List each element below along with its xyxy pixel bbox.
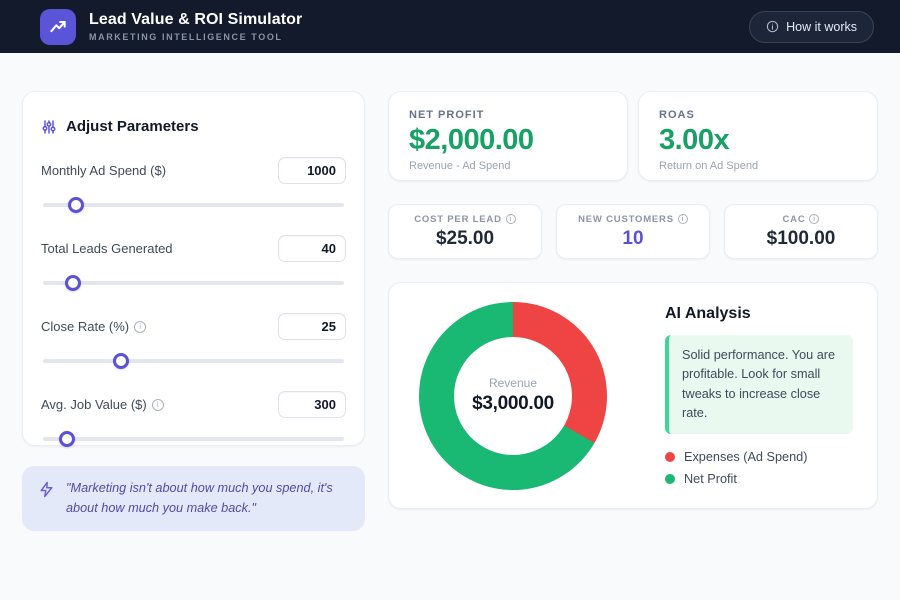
- donut-center-value: $3,000.00: [472, 393, 554, 414]
- avg-job-value-slider[interactable]: [43, 431, 344, 447]
- chart-legend: Expenses (Ad Spend) Net Profit: [665, 450, 853, 486]
- info-icon: [766, 20, 779, 33]
- roas-sub: Return on Ad Spend: [659, 160, 759, 172]
- slider-track[interactable]: [43, 359, 344, 363]
- sliders-icon: [42, 119, 56, 134]
- mini-metrics-row: COST PER LEAD i $25.00 NEW CUSTOMERS i 1…: [388, 204, 878, 259]
- param-label: Close Rate (%): [41, 319, 130, 334]
- net-profit-card: NET PROFIT $2,000.00 Revenue - Ad Spend: [388, 91, 628, 181]
- revenue-chart-card: Revenue $3,000.00 AI Analysis Solid perf…: [388, 282, 878, 509]
- monthly-ad-spend-slider[interactable]: [43, 197, 344, 213]
- net-profit-sub: Revenue - Ad Spend: [409, 160, 511, 172]
- slider-track[interactable]: [43, 437, 344, 441]
- close-rate-input[interactable]: [278, 313, 346, 340]
- right-column: NET PROFIT $2,000.00 Revenue - Ad Spend …: [388, 91, 878, 531]
- ai-analysis-title: AI Analysis: [665, 305, 751, 323]
- close-rate-slider[interactable]: [43, 353, 344, 369]
- info-icon: i: [134, 320, 147, 333]
- app-subtitle: MARKETING INTELLIGENCE TOOL: [89, 32, 283, 42]
- net-profit-legend-label: Net Profit: [684, 471, 737, 486]
- param-label: Avg. Job Value ($): [41, 397, 147, 412]
- new-customers-label: NEW CUSTOMERS: [578, 213, 674, 225]
- expenses-dot: [665, 451, 675, 462]
- donut-center-label: Revenue: [488, 376, 538, 390]
- param-total-leads: Total Leads Generated: [41, 235, 346, 291]
- legend-item-net-profit: Net Profit: [665, 472, 853, 486]
- kpi-row: NET PROFIT $2,000.00 Revenue - Ad Spend …: [388, 91, 878, 181]
- avg-job-value-input[interactable]: [278, 391, 346, 418]
- info-icon: i: [809, 214, 820, 224]
- expenses-label: Expenses (Ad Spend): [684, 449, 808, 464]
- legend-item-expenses: Expenses (Ad Spend): [665, 450, 853, 464]
- param-label: Monthly Ad Spend ($): [41, 163, 167, 178]
- cac-label: CAC: [782, 213, 806, 225]
- app-logo: [40, 8, 76, 45]
- roas-value: 3.00x: [659, 124, 730, 156]
- param-monthly-ad-spend: Monthly Ad Spend ($): [41, 157, 346, 213]
- donut-chart-wrap: Revenue $3,000.00: [419, 301, 607, 490]
- brand-block: Lead Value & ROI Simulator MARKETING INT…: [89, 11, 749, 42]
- quote-text: "Marketing isn't about how much you spen…: [66, 481, 333, 515]
- app-title: Lead Value & ROI Simulator: [89, 11, 303, 28]
- total-leads-input[interactable]: [278, 235, 346, 262]
- ai-analysis-message: Solid performance. You are profitable. L…: [665, 335, 853, 434]
- slider-thumb[interactable]: [59, 431, 76, 447]
- cac-card: CAC i $100.00: [724, 204, 878, 259]
- param-avg-job-value: Avg. Job Value ($) i: [41, 391, 346, 447]
- donut-center: Revenue $3,000.00: [454, 336, 572, 455]
- net-profit-value: $2,000.00: [409, 124, 534, 156]
- total-leads-slider[interactable]: [43, 275, 344, 291]
- cost-per-lead-value: $25.00: [435, 227, 495, 249]
- app-header: Lead Value & ROI Simulator MARKETING INT…: [0, 0, 900, 53]
- info-icon: i: [677, 214, 688, 224]
- roas-card: ROAS 3.00x Return on Ad Spend: [638, 91, 878, 181]
- main-content: Adjust Parameters Monthly Ad Spend ($) T…: [0, 53, 900, 532]
- how-it-works-label: How it works: [786, 19, 857, 34]
- slider-track[interactable]: [43, 281, 344, 285]
- parameters-title: Adjust Parameters: [66, 118, 199, 135]
- info-icon: i: [505, 214, 516, 224]
- slider-track[interactable]: [43, 203, 344, 207]
- monthly-ad-spend-input[interactable]: [278, 157, 346, 184]
- lightning-bolt-icon: [40, 481, 53, 498]
- roas-label: ROAS: [659, 109, 695, 121]
- slider-thumb[interactable]: [65, 275, 82, 291]
- cost-per-lead-label: COST PER LEAD: [414, 213, 502, 225]
- adjust-parameters-panel: Adjust Parameters Monthly Ad Spend ($) T…: [22, 91, 365, 447]
- new-customers-value: 10: [622, 227, 644, 249]
- param-close-rate: Close Rate (%) i: [41, 313, 346, 369]
- how-it-works-button[interactable]: How it works: [749, 10, 874, 43]
- quote-box: "Marketing isn't about how much you spen…: [22, 466, 365, 532]
- slider-thumb[interactable]: [68, 197, 85, 213]
- left-column: Adjust Parameters Monthly Ad Spend ($) T…: [22, 91, 365, 532]
- net-profit-label: NET PROFIT: [409, 109, 485, 121]
- new-customers-card: NEW CUSTOMERS i 10: [556, 204, 710, 259]
- parameters-header: Adjust Parameters: [41, 118, 346, 135]
- param-label: Total Leads Generated: [41, 241, 173, 256]
- slider-thumb[interactable]: [113, 353, 130, 369]
- trending-up-icon: [50, 20, 66, 32]
- info-icon: i: [151, 398, 164, 411]
- ai-analysis-section: AI Analysis Solid performance. You are p…: [665, 305, 853, 486]
- net-profit-dot: [665, 473, 675, 484]
- cost-per-lead-card: COST PER LEAD i $25.00: [388, 204, 542, 259]
- cac-value: $100.00: [766, 227, 836, 249]
